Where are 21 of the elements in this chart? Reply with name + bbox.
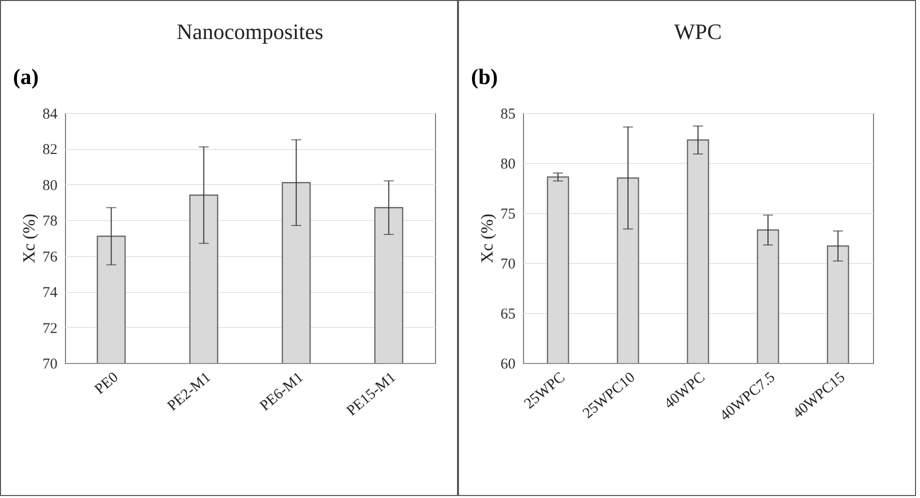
text: (b) (471, 64, 498, 89)
chart-title: WPC (674, 19, 722, 44)
y-tick-label: 76 (42, 249, 58, 266)
y-tick-label: 70 (42, 356, 58, 372)
y-tick-label: 78 (42, 214, 58, 230)
y-tick-label: 60 (500, 356, 516, 372)
y-tick-label: 72 (42, 320, 58, 337)
y-axis-title: Xc (%) (478, 214, 496, 264)
y-tick-label: 84 (42, 106, 58, 122)
y-tick-label: 82 (42, 142, 58, 158)
y-tick-label: 85 (500, 106, 516, 122)
y-tick-label: 70 (500, 256, 516, 272)
chart-title: Nanocomposites (176, 19, 324, 44)
y-tick-label: 75 (500, 206, 516, 222)
y-tick-label: 65 (500, 306, 516, 322)
text: (a) (13, 64, 39, 89)
y-tick-label: 74 (42, 285, 58, 302)
y-axis-title: Xc (%) (20, 214, 38, 264)
x-tick-label: PE0 (92, 370, 122, 398)
y-tick-label: 80 (500, 156, 516, 172)
y-tick-label: 80 (42, 178, 58, 194)
